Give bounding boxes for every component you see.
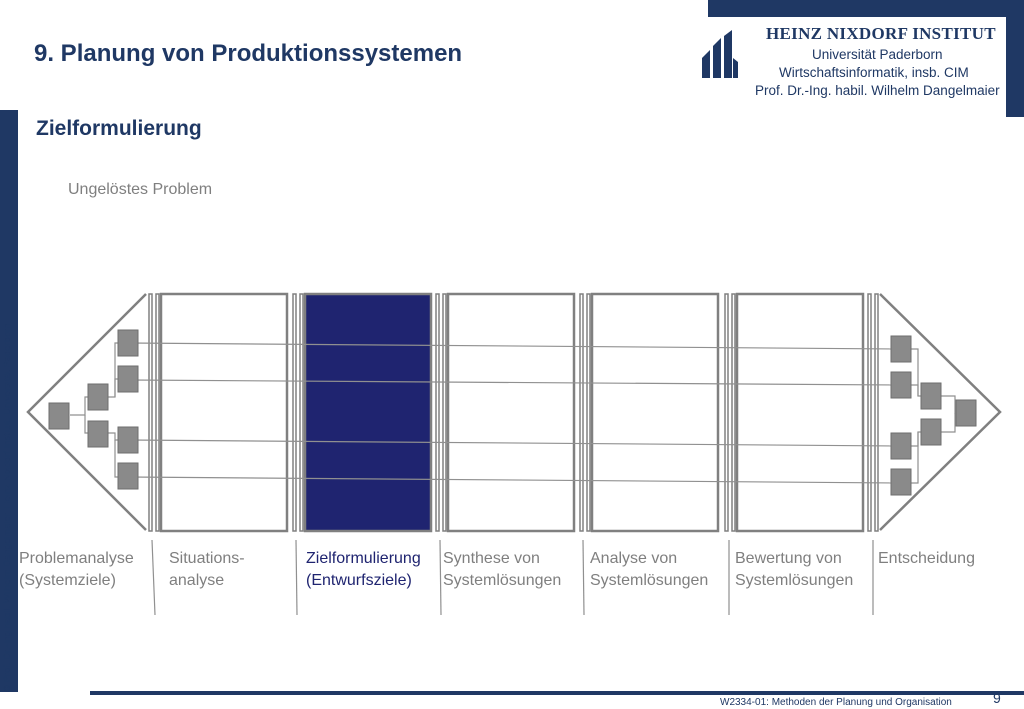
phase-label-line: Systemlösungen [443, 572, 562, 589]
right-tree-root-box [955, 399, 977, 427]
institute-department: Wirtschaftsinformatik, insb. CIM [779, 65, 969, 80]
separator-tick [151, 539, 156, 616]
right-tree-leaf-box [890, 468, 912, 496]
phase-column [735, 292, 865, 533]
page-number: 9 [993, 690, 1001, 706]
phase-label-line: Analyse von [590, 550, 678, 567]
left-tree-leaf-box [117, 426, 139, 454]
phase-label-line: (Systemziele) [19, 572, 116, 589]
phase-label-line: Problemanalyse [19, 550, 134, 567]
column-separator-bar [586, 293, 591, 532]
column-separator-bar [867, 293, 872, 532]
institute-professor: Prof. Dr.-Ing. habil. Wilhelm Dangelmaie… [755, 83, 1000, 98]
phase-label-line: Entscheidung [878, 550, 975, 567]
left-tree-leaf-box [117, 365, 139, 393]
left-tree-box [87, 383, 109, 411]
institute-university: Universität Paderborn [812, 47, 943, 62]
phase-label: Analyse von Systemlösungen [590, 548, 708, 592]
column-separator-bar [292, 293, 297, 532]
phase-label-line: Situations- [169, 550, 245, 567]
right-tree-box [920, 382, 942, 410]
copyright-notice: © Prof. Dr.-Ing habil. Wilhelm Dangelmai… [2, 323, 13, 692]
left-accent-bar [0, 110, 18, 692]
phase-label-line: Systemlösungen [735, 572, 854, 589]
right-tree-leaf-box [890, 432, 912, 460]
institute-logo-icon [702, 30, 738, 78]
left-tree-box [87, 420, 109, 448]
left-tree-leaf-box [117, 462, 139, 490]
separator-tick [439, 539, 442, 616]
phase-label: Synthese von Systemlösungen [443, 548, 561, 592]
column-separator-bar [435, 293, 440, 532]
institute-name: HEINZ NIXDORF INSTITUT [766, 24, 996, 43]
phase-column [590, 292, 720, 533]
column-separator-bar [442, 293, 447, 532]
right-tree-box [920, 418, 942, 446]
separator-tick [295, 539, 298, 616]
column-separator-bar [874, 293, 879, 532]
phase-column [159, 292, 289, 533]
left-tree-root-box [48, 402, 70, 430]
column-separator-bar [299, 293, 304, 532]
section-subtitle: Zielformulierung [36, 117, 202, 140]
problem-label: Ungelöstes Problem [68, 181, 213, 198]
column-separator-bar [155, 293, 160, 532]
column-separator-bar [148, 293, 153, 532]
phase-label-line: Zielformulierung [306, 550, 421, 567]
tree-connector [941, 413, 956, 433]
column-separator-bar [579, 293, 584, 532]
phase-label: Entscheidung [878, 548, 975, 570]
flow-line [127, 476, 901, 484]
bottom-accent-bar [90, 691, 1024, 695]
right-tree-leaf-box [890, 371, 912, 399]
course-footer: W2334-01: Methoden der Planung und Organ… [720, 697, 952, 708]
phase-label: Zielformulierung (Entwurfsziele) [306, 548, 421, 592]
column-separator-bar [724, 293, 729, 532]
page-title: 9. Planung von Produktionssystemen [34, 40, 463, 67]
phase-column [446, 292, 576, 533]
phase-label-line: Synthese von [443, 550, 540, 567]
phase-label: Situations-analyse [169, 548, 245, 592]
phase-label-line: Systemlösungen [590, 572, 709, 589]
left-tree-leaf-box [117, 329, 139, 357]
column-separator-bar [731, 293, 736, 532]
phase-label-line: (Entwurfsziele) [306, 572, 412, 589]
separator-tick [582, 539, 585, 616]
right-arrow-shape [879, 293, 1002, 531]
phase-label: Bewertung von Systemlösungen [735, 548, 853, 592]
flow-line [127, 379, 901, 386]
phase-label-line: analyse [169, 572, 225, 589]
right-tree-leaf-box [890, 335, 912, 363]
phase-column-active [303, 292, 433, 533]
phase-label: Problemanalyse (Systemziele) [19, 548, 134, 592]
phase-label-line: Bewertung von [735, 550, 842, 567]
right-accent-bar [1006, 17, 1024, 117]
top-accent-bar [708, 0, 1024, 17]
flow-line [127, 342, 901, 350]
left-arrow-shape [26, 293, 147, 531]
flow-line [127, 439, 901, 447]
